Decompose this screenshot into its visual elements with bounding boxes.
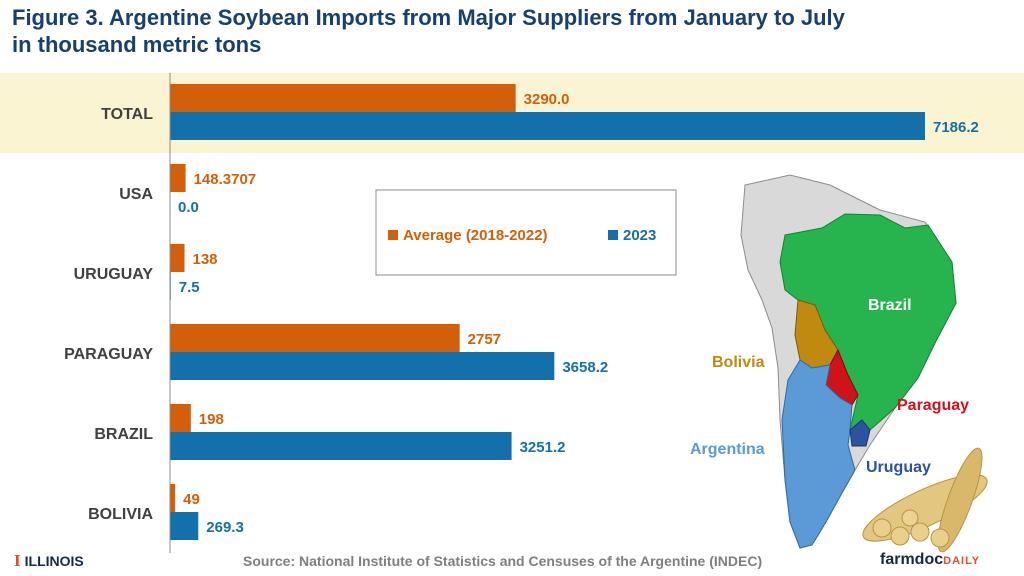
illinois-i-icon: I <box>14 551 21 570</box>
daily-wordmark: DAILY <box>943 555 981 567</box>
bar-2023 <box>170 112 925 140</box>
illinois-wordmark: ILLINOIS <box>24 553 84 569</box>
category-label: USA <box>119 186 153 203</box>
bar-average <box>170 484 176 512</box>
category-label: BOLIVIA <box>88 506 153 523</box>
source-note: Source: National Institute of Statistics… <box>243 553 763 569</box>
farmdoc-daily-logo: farmdocDAILY <box>880 551 980 569</box>
map-label-brazil: Brazil <box>868 297 912 314</box>
bar-2023 <box>170 432 512 460</box>
data-label-average: 148.3707 <box>194 171 257 188</box>
data-label-average: 3290.0 <box>524 91 570 108</box>
data-label-2023: 3658.2 <box>562 359 608 376</box>
soybean-illustration <box>862 447 988 553</box>
farmdoc-wordmark: farmdoc <box>880 551 944 568</box>
illinois-logo: I ILLINOIS <box>14 551 84 571</box>
chart-title: Figure 3. Argentine Soybean Imports from… <box>12 4 1012 58</box>
legend-swatch-2023 <box>608 230 618 240</box>
legend-swatch-average <box>388 230 398 240</box>
map-label-paraguay: Paraguay <box>897 397 969 414</box>
legend-label-average: Average (2018-2022) <box>403 227 548 244</box>
category-label: URUGUAY <box>74 266 154 283</box>
data-label-2023: 0.0 <box>178 199 199 216</box>
bar-average <box>170 404 191 432</box>
bar-2023 <box>170 512 199 540</box>
title-line-1: Figure 3. Argentine Soybean Imports from… <box>12 5 845 30</box>
south-america-map <box>740 174 957 549</box>
map-label-uruguay: Uruguay <box>866 459 931 476</box>
category-label: BRAZIL <box>94 426 153 443</box>
title-line-2: in thousand metric tons <box>12 32 262 57</box>
legend-label-2023: 2023 <box>623 227 656 244</box>
bar-group: TOTAL 3290.0 7186.2 USA 148.3707 0.0 URUGUAY 13… <box>64 73 979 553</box>
bar-average <box>170 324 460 352</box>
data-label-2023: 3251.2 <box>520 439 566 456</box>
data-label-2023: 269.3 <box>206 519 244 536</box>
data-label-average: 49 <box>183 491 200 508</box>
data-label-2023: 7186.2 <box>933 119 979 136</box>
map-label-argentina: Argentina <box>690 441 765 458</box>
argentina-shape <box>781 359 856 549</box>
bar-2023 <box>170 352 555 380</box>
data-label-average: 138 <box>192 251 217 268</box>
map-label-bolivia: Bolivia <box>712 354 765 371</box>
data-label-average: 2757 <box>468 331 501 348</box>
bar-average <box>170 164 186 192</box>
category-label: TOTAL <box>101 106 153 123</box>
data-label-2023: 7.5 <box>179 279 200 296</box>
legend-box <box>375 189 677 276</box>
category-label: PARAGUAY <box>64 346 153 363</box>
uruguay-shape <box>849 419 871 447</box>
bar-average <box>170 244 185 272</box>
bar-average <box>170 84 516 112</box>
data-label-average: 198 <box>199 411 224 428</box>
legend: Average (2018-2022) 2023 <box>375 189 677 276</box>
